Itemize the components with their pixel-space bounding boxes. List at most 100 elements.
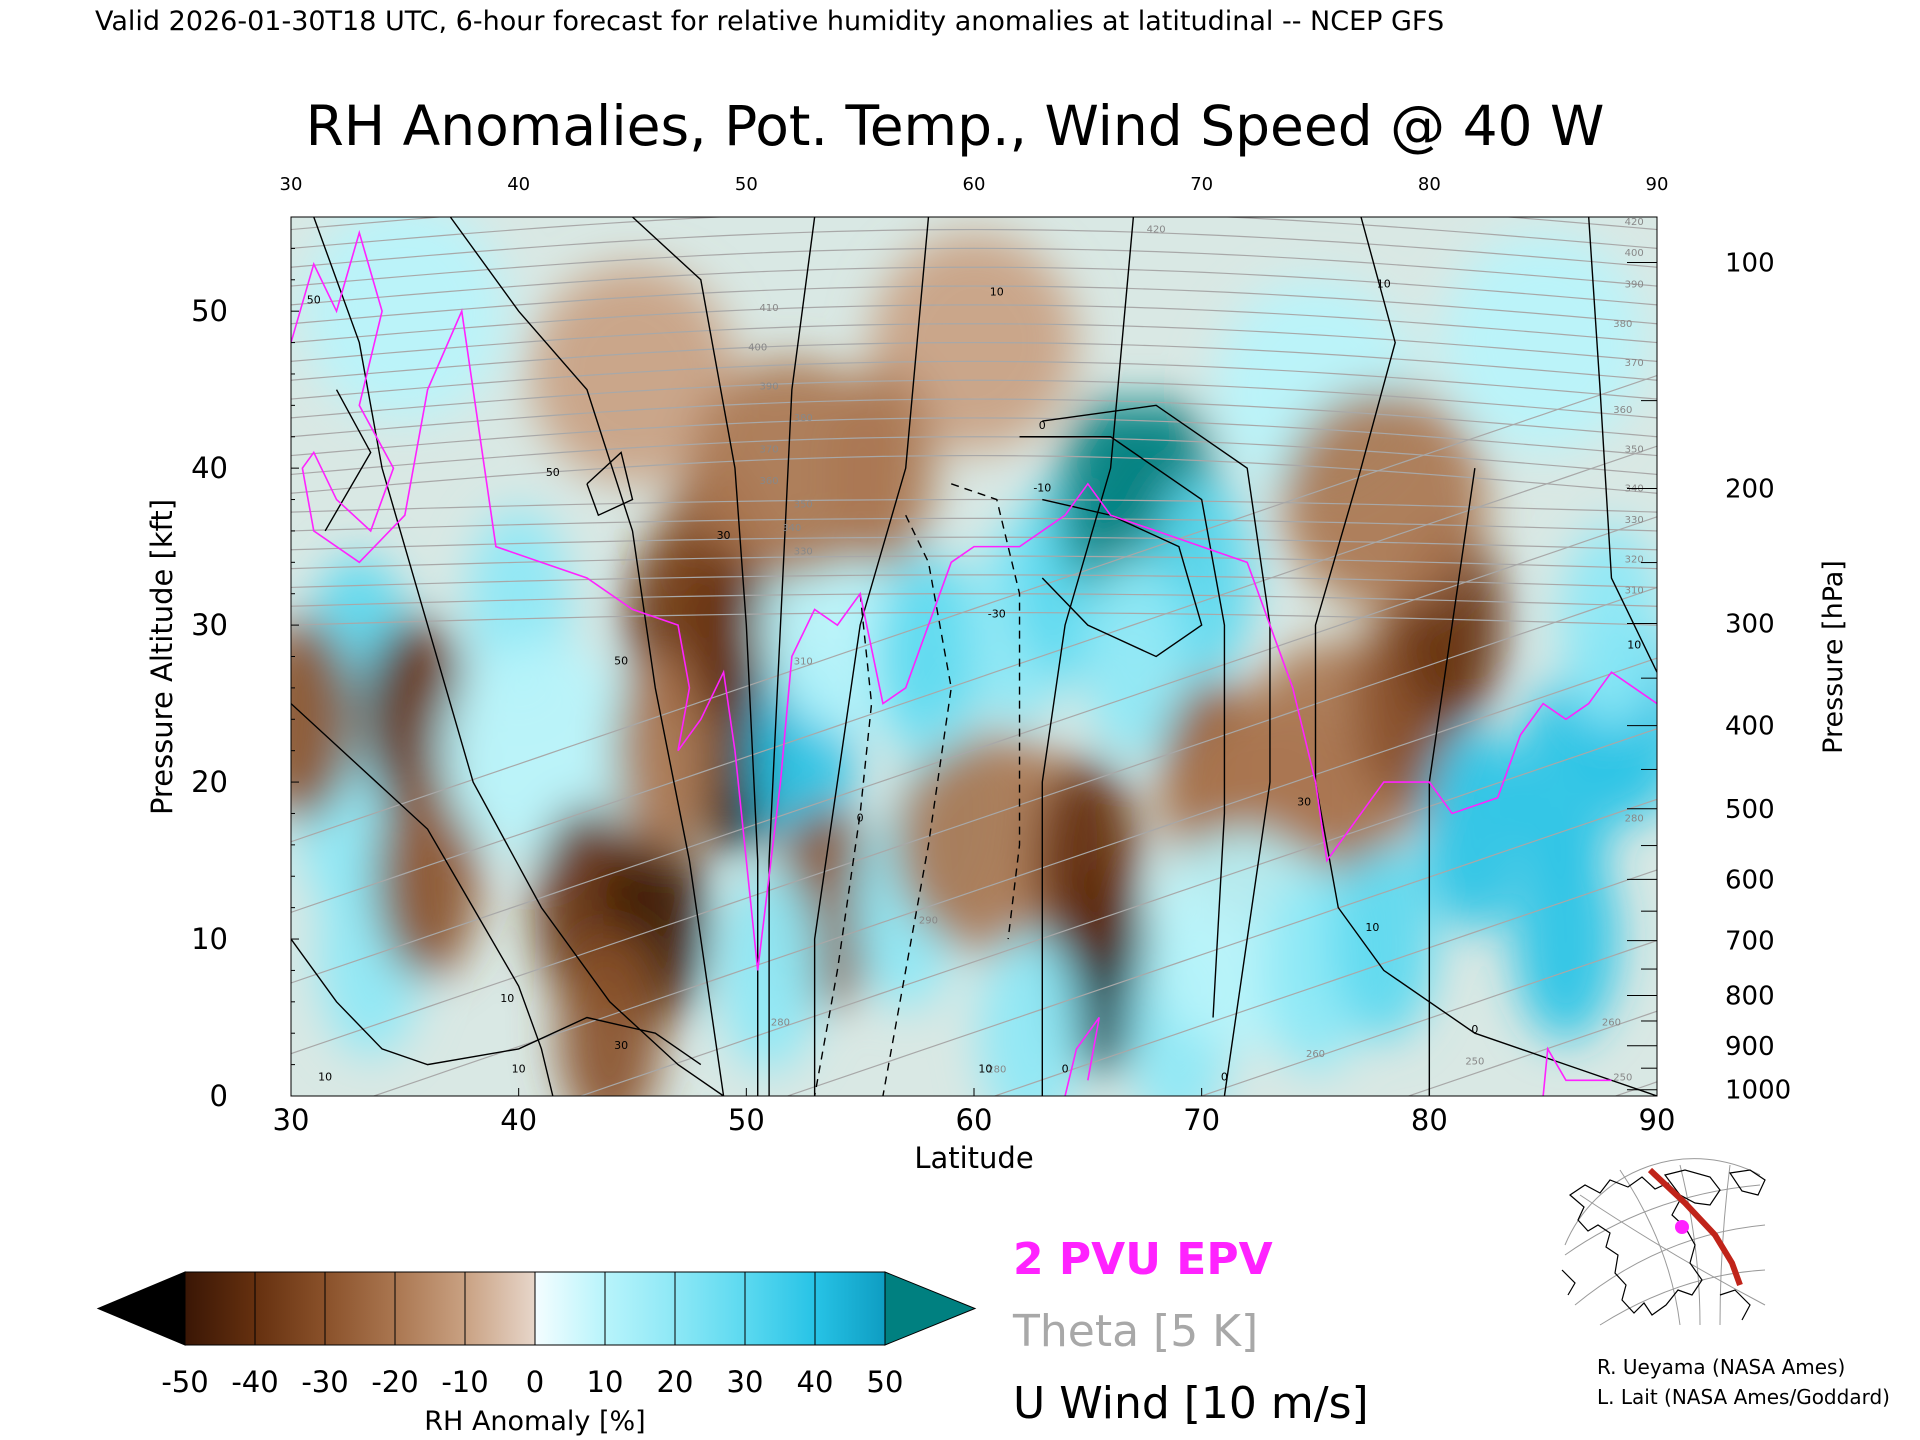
rh-anomaly-patch <box>1440 232 1646 453</box>
theta-label: 350 <box>794 499 813 510</box>
x-top-tick-label: 90 <box>1646 174 1669 195</box>
y-axis-left: 0 10 20 30 40 50 <box>191 216 299 1113</box>
colorbar-segment <box>465 1272 535 1345</box>
rh-anomaly-patch <box>689 358 895 579</box>
theta-label: 390 <box>760 382 779 393</box>
forecast-header: Valid 2026-01-30T18 UTC, 6-hour forecast… <box>95 6 1444 37</box>
plot-area: 420 410 400 390 380 370 360 350 340 330 310 290 280 2… <box>290 216 1658 1097</box>
theta-contour-310 <box>291 611 1657 626</box>
u-wind-contour <box>1041 217 1135 1096</box>
wind-label: 10 <box>978 1062 992 1075</box>
u-wind-contour <box>951 483 1021 940</box>
theta-contour-365 <box>291 379 1657 419</box>
theta-contour-305 <box>291 374 1657 843</box>
theta-contour-280 <box>578 728 1657 1096</box>
theta-contour-410 <box>291 217 1657 249</box>
theta-contour-285 <box>371 657 1657 1096</box>
colorbar-label: RH Anomaly [%] <box>424 1406 645 1437</box>
pressure-tick-label: 900 <box>1725 1032 1775 1062</box>
theta-contour-265 <box>1199 940 1657 1096</box>
theta-label: 280 <box>771 1017 790 1028</box>
colorbar-segment <box>605 1272 675 1345</box>
inset-coastlines <box>1561 1169 1766 1321</box>
colorbar-tick-label: 10 <box>587 1365 624 1399</box>
colorbar-segment <box>675 1272 745 1345</box>
colorbar-segment <box>255 1272 325 1345</box>
wind-label: 10 <box>1627 639 1641 652</box>
colorbar-frame <box>184 1271 886 1346</box>
theta-contour-350 <box>291 436 1657 476</box>
x-top-tick-label: 30 <box>280 174 303 195</box>
colorbar-tick-label: -20 <box>371 1365 418 1399</box>
u-wind-contour <box>291 938 702 1066</box>
wind-label: 10 <box>1365 921 1379 934</box>
wind-label: -10 <box>1033 482 1051 495</box>
x-axis-bottom: 30 40 50 60 70 80 90 <box>273 1088 1675 1137</box>
epv-line <box>291 229 1657 971</box>
theta-contour-320 <box>291 574 1657 589</box>
theta-contour-255 <box>1613 1081 1657 1096</box>
theta-contour-325 <box>291 555 1657 570</box>
wind-label: 50 <box>614 654 628 667</box>
theta-label: 340 <box>1625 484 1644 495</box>
theta-label: 280 <box>1625 813 1644 824</box>
colorbar: -50 -40 -30 -20 -10 0 10 20 30 40 50 <box>96 1271 977 1399</box>
rh-anomaly-patch <box>876 554 981 759</box>
theta-contour-380 <box>291 323 1657 363</box>
x-top-tick-label: 60 <box>963 174 986 195</box>
pressure-tick-label: 1000 <box>1725 1076 1791 1106</box>
theta-contour-labels: 420 410 400 390 380 370 360 350 340 330 310 290 280 2… <box>748 217 1644 1083</box>
theta-label: 360 <box>760 476 779 487</box>
theta-label: 420 <box>1147 225 1166 236</box>
theta-contour-260 <box>1406 1010 1657 1096</box>
rh-anomaly-patch <box>1331 837 1437 1042</box>
pressure-tick-label: 800 <box>1725 982 1775 1012</box>
wind-label: 30 <box>1297 796 1311 809</box>
theta-label: 250 <box>1465 1057 1484 1068</box>
colorbar-tick-label: -50 <box>161 1365 208 1399</box>
wind-label: 30 <box>717 529 731 542</box>
x-top-tick-label: 70 <box>1190 174 1213 195</box>
wind-label: 10 <box>512 1062 526 1075</box>
pressure-tick-label: 100 <box>1725 249 1775 279</box>
theta-label: 320 <box>1625 554 1644 565</box>
wind-label: 10 <box>990 285 1004 298</box>
colorbar-tick-label: 20 <box>657 1365 694 1399</box>
rh-anomaly-patch <box>1035 758 1141 963</box>
u-wind-contour <box>813 217 930 1096</box>
u-wind-contour <box>291 703 554 1096</box>
theta-contour-330 <box>291 536 1657 551</box>
theta-label: 260 <box>1602 1017 1621 1028</box>
rh-anomaly-patch <box>291 617 355 822</box>
x-axis-label: Latitude <box>914 1141 1033 1175</box>
wind-label: 0 <box>1062 1062 1069 1075</box>
epv-line <box>1064 1017 1101 1096</box>
wind-label: 10 <box>1377 278 1391 291</box>
wind-label: 30 <box>614 1039 628 1052</box>
y-tick-label: 40 <box>191 451 228 485</box>
wind-label: 0 <box>1471 1023 1478 1036</box>
u-wind-contour <box>449 217 725 1096</box>
epv-line <box>1542 1046 1612 1096</box>
wind-label: 10 <box>500 992 514 1005</box>
theta-contour-335 <box>291 517 1657 532</box>
theta-label: 400 <box>748 342 767 353</box>
theta-label: 400 <box>1625 248 1644 259</box>
colorbar-tick-label: 0 <box>526 1365 544 1399</box>
colorbar-tick-label: -30 <box>301 1365 348 1399</box>
theta-label: 340 <box>782 523 801 534</box>
chart-title: RH Anomalies, Pot. Temp., Wind Speed @ 4… <box>306 94 1605 158</box>
x-tick-label: 50 <box>728 1103 765 1137</box>
u-wind-contour <box>1314 217 1657 1096</box>
pressure-tick-label: 300 <box>1725 610 1775 640</box>
colorbar-tick-label: 30 <box>727 1365 764 1399</box>
theta-label: 420 <box>1625 217 1644 228</box>
x-axis-top: 30 40 50 60 70 80 90 <box>280 174 1669 195</box>
colorbar-high-extend <box>884 1271 977 1346</box>
u-wind-contour <box>632 217 759 1096</box>
theta-label: 380 <box>794 413 813 424</box>
colorbar-segment <box>535 1272 605 1345</box>
y-tick-label: 20 <box>191 765 228 799</box>
inset-section-line <box>1647 1167 1743 1287</box>
x-tick-label: 60 <box>956 1103 993 1137</box>
